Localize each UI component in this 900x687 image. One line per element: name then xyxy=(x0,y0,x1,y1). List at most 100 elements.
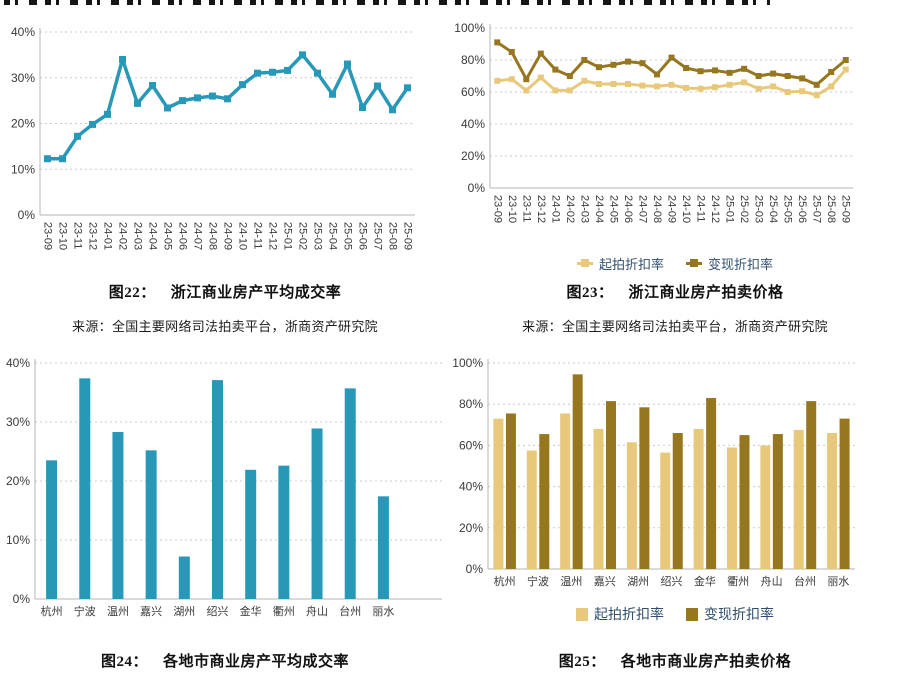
x-tick-label: 25-05 xyxy=(342,222,354,250)
data-point-marker xyxy=(755,85,762,92)
data-point-marker xyxy=(726,69,733,76)
x-tick-label: 25-02 xyxy=(738,195,750,223)
source-note-left: 来源：全国主要网络司法拍卖平台，浙商资产研究院 xyxy=(72,319,378,334)
x-tick-label: 24-03 xyxy=(578,195,590,223)
bar xyxy=(706,398,717,569)
data-point-marker xyxy=(770,83,777,90)
data-point-marker xyxy=(581,57,588,63)
clipped-text-remnant xyxy=(4,0,770,5)
bar xyxy=(672,433,683,569)
data-point-marker xyxy=(697,85,704,92)
chart23-legend: 起拍折扣率 变现折扣率 xyxy=(576,254,774,273)
y-tick-label: 20% xyxy=(6,474,30,488)
y-tick-label: 0% xyxy=(466,562,484,576)
data-point-marker xyxy=(119,55,126,63)
data-point-marker xyxy=(104,110,111,118)
y-tick-label: 80% xyxy=(461,53,485,67)
data-point-marker xyxy=(179,97,186,105)
x-tick-label: 25-08 xyxy=(387,222,399,250)
bar xyxy=(639,407,650,569)
data-point-marker xyxy=(164,104,171,112)
data-point-marker xyxy=(712,67,719,74)
y-tick-label: 100% xyxy=(454,21,485,35)
chart-city-transaction-rate: 0% 10% 20% 30% 40% 杭州 宁波 温州 嘉兴 湖州 绍兴 金华 衢州 舟山 台州 丽水 xyxy=(6,356,442,618)
x-tick-label: 温州 xyxy=(560,575,582,588)
data-point-marker xyxy=(842,66,849,73)
bar xyxy=(560,413,571,569)
line-square-swatch xyxy=(576,259,593,268)
figure-25: 0% 20% 40% 60% 80% 100% 杭州 宁波 温州 嘉兴 湖州 绍兴 金华 衢州 舟山 台州 丽水… xyxy=(450,351,900,624)
data-point-marker xyxy=(683,85,690,91)
caption-fig25-title: 各地市商业房产拍卖价格 xyxy=(620,654,792,670)
caption-fig24-title: 各地市商业房产平均成交率 xyxy=(163,654,350,670)
data-point-marker xyxy=(389,106,396,114)
x-tick-label: 25-04 xyxy=(327,222,339,250)
caption-fig23: 图23： 浙江商业房产拍卖价格 xyxy=(450,281,900,302)
figure-22: 0% 10% 20% 30% 40% 23-09 23-10 23-11 23-12 24-01 2… xyxy=(0,12,450,273)
x-tick-label: 25-07 xyxy=(372,222,384,250)
data-point-marker xyxy=(624,58,631,65)
legend-label: 变现折扣率 xyxy=(708,257,774,272)
square-swatch xyxy=(576,607,588,621)
legend-item: 变现折扣率 xyxy=(686,604,774,624)
legend-label: 起拍折扣率 xyxy=(594,606,664,622)
data-point-marker xyxy=(552,66,559,73)
bar xyxy=(377,496,389,599)
x-tick-label: 宁波 xyxy=(527,574,549,588)
bar xyxy=(626,442,637,569)
data-point-marker xyxy=(755,73,762,79)
y-tick-label: 40% xyxy=(6,356,30,370)
y-tick-label: 30% xyxy=(6,415,30,429)
line-series xyxy=(47,53,409,161)
data-point-marker xyxy=(44,155,51,163)
x-tick-label: 24-05 xyxy=(162,222,174,250)
caption-fig22-number: 图22： xyxy=(108,285,156,301)
data-point-marker xyxy=(741,79,748,86)
data-point-marker xyxy=(134,99,141,107)
data-point-marker xyxy=(813,92,820,99)
data-point-marker xyxy=(828,83,835,90)
x-tick-label: 24-08 xyxy=(651,195,663,223)
y-tick-label: 10% xyxy=(6,533,30,547)
bar xyxy=(760,445,771,569)
legend-square-marker xyxy=(690,259,698,267)
bar xyxy=(278,465,290,599)
y-tick-label: 60% xyxy=(459,438,483,452)
bar xyxy=(593,428,604,569)
y-tick-label: 0% xyxy=(13,592,31,606)
chart-city-auction-price: 0% 20% 40% 60% 80% 100% 杭州 宁波 温州 嘉兴 湖州 绍兴 金华 衢州 舟山 台州 丽水 xyxy=(452,356,855,588)
figure-23: 0% 20% 40% 60% 80% 100% 23-09 23-10 23-11 23-12 24… xyxy=(450,12,900,273)
data-point-marker xyxy=(224,95,231,103)
x-tick-label: 23-12 xyxy=(87,222,99,250)
data-point-marker xyxy=(653,71,660,78)
data-point-marker xyxy=(668,81,675,88)
bar xyxy=(505,413,516,569)
legend-square-marker xyxy=(580,259,589,267)
data-point-marker xyxy=(828,69,835,75)
data-point-marker xyxy=(523,76,530,83)
data-point-marker xyxy=(552,87,559,94)
data-point-marker xyxy=(404,84,411,92)
x-tick-label: 24-11 xyxy=(695,195,707,222)
bar xyxy=(46,460,58,599)
data-point-marker xyxy=(813,81,820,88)
data-point-marker xyxy=(697,68,704,75)
bar xyxy=(344,388,356,599)
x-tick-label: 24-02 xyxy=(117,222,129,250)
x-tick-label: 25-01 xyxy=(282,222,294,250)
bar xyxy=(572,374,583,569)
x-tick-label: 嘉兴 xyxy=(594,574,616,588)
data-point-marker xyxy=(799,75,806,82)
bar xyxy=(311,428,323,599)
data-point-marker xyxy=(741,65,748,72)
x-tick-label: 23-10 xyxy=(57,222,69,250)
data-point-marker xyxy=(842,57,849,63)
x-tick-label: 金华 xyxy=(694,574,716,588)
bar xyxy=(212,380,223,599)
x-tick-label: 23-10 xyxy=(506,195,518,223)
data-point-marker xyxy=(566,87,573,94)
legend-label: 起拍折扣率 xyxy=(598,257,664,272)
x-tick-label: 杭州 xyxy=(494,574,516,588)
y-tick-label: 20% xyxy=(11,117,35,131)
